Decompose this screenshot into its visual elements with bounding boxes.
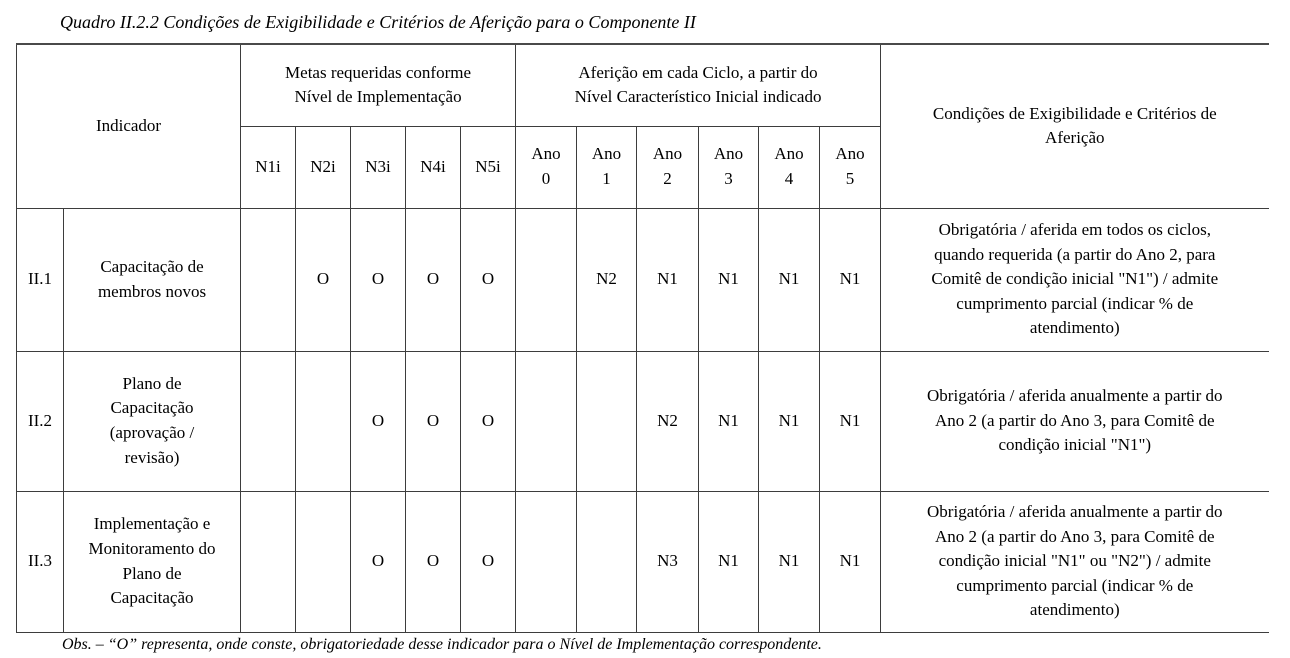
meta-n4i: O xyxy=(405,207,462,352)
row-indicator: Implementação e Monitoramento do Plano d… xyxy=(62,490,242,633)
table-row-ii1: II.1 Capacitação de membros novos O O O … xyxy=(16,207,1269,352)
header-n4i: N4i xyxy=(405,125,462,209)
meta-n2i: O xyxy=(295,207,352,352)
header-sub-row: N1i N2i N3i N4i N5i Ano 0 Ano 1 Ano 2 An… xyxy=(17,125,1269,209)
meta-n4i: O xyxy=(405,350,462,492)
header-group-row: Indicador Metas requeridas conforme Níve… xyxy=(15,43,1269,209)
meta-n2i xyxy=(295,350,352,492)
row-indicator: Capacitação de membros novos xyxy=(62,207,242,352)
header-ano-3: Ano 3 xyxy=(698,125,760,209)
row-id: II.2 xyxy=(16,350,64,492)
meta-n3i: O xyxy=(350,490,407,633)
ano-5-value: N1 xyxy=(819,490,882,633)
header-indicador: Indicador xyxy=(15,43,242,209)
meta-n5i: O xyxy=(460,490,517,633)
header-n3i: N3i xyxy=(350,125,407,209)
header-n5i: N5i xyxy=(460,125,517,209)
ano-2-value: N2 xyxy=(636,350,700,492)
header-ano-5: Ano 5 xyxy=(819,125,882,209)
ano-4-value: N1 xyxy=(758,350,821,492)
meta-n5i: O xyxy=(460,207,517,352)
condition-text: Obrigatória / aferida em todos os ciclos… xyxy=(880,207,1269,352)
header-n1i: N1i xyxy=(240,125,297,209)
ano-0-value xyxy=(515,207,578,352)
condition-text: Obrigatória / aferida anualmente a parti… xyxy=(880,350,1269,492)
ano-2-value: N1 xyxy=(636,207,700,352)
condition-text: Obrigatória / aferida anualmente a parti… xyxy=(880,490,1269,633)
meta-n3i: O xyxy=(350,207,407,352)
header-ano-0: Ano 0 xyxy=(515,125,578,209)
header-n2i: N2i xyxy=(295,125,352,209)
ano-0-value xyxy=(515,490,578,633)
meta-n5i: O xyxy=(460,350,517,492)
ano-5-value: N1 xyxy=(819,207,882,352)
table-footnote: Obs. – “O” representa, onde conste, obri… xyxy=(62,636,822,653)
ano-4-value: N1 xyxy=(758,490,821,633)
ano-2-value: N3 xyxy=(636,490,700,633)
ano-3-value: N1 xyxy=(698,207,760,352)
meta-n1i xyxy=(240,207,297,352)
ano-1-value: N2 xyxy=(576,207,638,352)
header-afericao-group: Aferição em cada Ciclo, a partir do Níve… xyxy=(515,43,882,127)
header-metas-group: Metas requeridas conforme Nível de Imple… xyxy=(240,43,517,127)
meta-n1i xyxy=(240,490,297,633)
ano-3-value: N1 xyxy=(698,490,760,633)
table-row-ii3: II.3 Implementação e Monitoramento do Pl… xyxy=(16,490,1269,633)
meta-n2i xyxy=(295,490,352,633)
meta-n1i xyxy=(240,350,297,492)
header-ano-4: Ano 4 xyxy=(758,125,821,209)
row-id: II.1 xyxy=(16,207,64,352)
table-row-ii2: II.2 Plano de Capacitação (aprovação / r… xyxy=(16,350,1269,492)
ano-3-value: N1 xyxy=(698,350,760,492)
table-caption: Quadro II.2.2 Condições de Exigibilidade… xyxy=(60,12,696,32)
meta-n4i: O xyxy=(405,490,462,633)
ano-0-value xyxy=(515,350,578,492)
ano-1-value xyxy=(576,490,638,633)
ano-4-value: N1 xyxy=(758,207,821,352)
row-indicator: Plano de Capacitação (aprovação / revisã… xyxy=(62,350,242,492)
header-condicoes: Condições de Exigibilidade e Critérios d… xyxy=(880,43,1269,209)
header-ano-2: Ano 2 xyxy=(636,125,700,209)
header-ano-1: Ano 1 xyxy=(576,125,638,209)
row-id: II.3 xyxy=(16,490,64,633)
meta-n3i: O xyxy=(350,350,407,492)
document-table: Indicador Metas requeridas conforme Níve… xyxy=(15,43,1269,633)
ano-5-value: N1 xyxy=(819,350,882,492)
ano-1-value xyxy=(576,350,638,492)
